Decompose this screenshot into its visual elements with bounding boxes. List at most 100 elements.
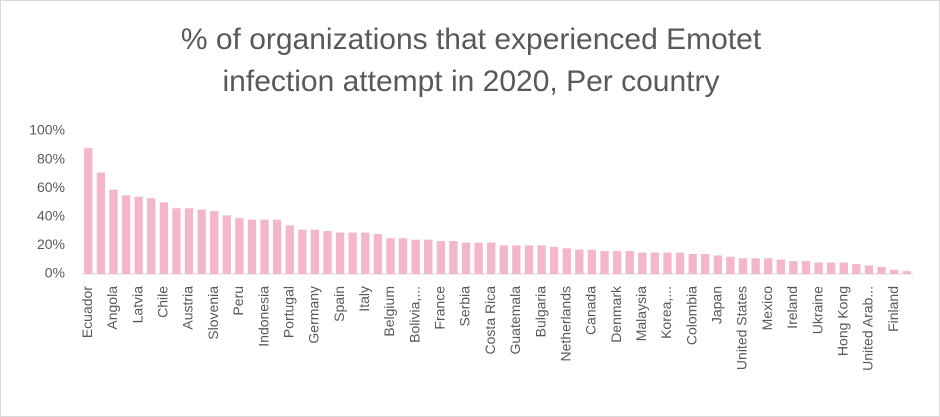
- bar: [361, 232, 370, 274]
- bar: [713, 255, 722, 274]
- x-tick-label: Serbia: [457, 286, 473, 327]
- x-tick-label: Spain: [331, 286, 347, 322]
- x-tick-label: United States: [734, 286, 750, 370]
- x-tick-label: Bolivia,...: [406, 286, 422, 343]
- bar: [474, 242, 483, 274]
- bar: [512, 245, 521, 274]
- bar: [902, 271, 911, 274]
- bar: [600, 251, 609, 274]
- bar: [411, 239, 420, 274]
- bar: [121, 195, 131, 274]
- bar: [197, 209, 206, 274]
- bar: [575, 249, 584, 274]
- x-tick-label: Latvia: [129, 286, 145, 324]
- bar: [109, 189, 118, 274]
- x-tick-label: United Arab...: [860, 286, 876, 371]
- x-tick-label: Italy: [356, 286, 372, 312]
- bar: [147, 198, 156, 274]
- x-tick-label: Belgium: [381, 286, 397, 337]
- bar: [726, 256, 735, 274]
- bar: [247, 219, 257, 274]
- bar: [222, 215, 231, 274]
- bar: [675, 252, 685, 274]
- bar: [298, 229, 307, 274]
- bar: [776, 259, 785, 274]
- bar: [814, 262, 823, 274]
- bar: [562, 248, 571, 274]
- bar: [864, 265, 874, 274]
- bar: [210, 211, 219, 274]
- bar: [285, 225, 294, 274]
- bar: [537, 245, 546, 274]
- bar: [335, 232, 345, 274]
- y-tick-label: 20%: [37, 236, 65, 252]
- bar: [235, 218, 244, 274]
- bar: [84, 148, 93, 274]
- x-tick-label: Ireland: [784, 286, 800, 329]
- x-tick-label: Germany: [306, 286, 322, 344]
- chart-title: % of organizations that experienced Emot…: [180, 23, 762, 98]
- bar: [638, 252, 647, 274]
- bar: [172, 208, 181, 274]
- x-tick-label: Guatemala: [507, 286, 523, 355]
- x-tick-label: Netherlands: [557, 286, 573, 362]
- bar: [789, 261, 798, 274]
- bar: [612, 251, 622, 274]
- bar: [550, 246, 559, 274]
- bar: [260, 219, 269, 274]
- bar: [96, 172, 106, 274]
- x-tick-label: Peru: [230, 286, 246, 316]
- bar: [839, 262, 848, 274]
- bar: [487, 242, 496, 274]
- x-tick-label: Slovenia: [205, 286, 221, 340]
- bar: [738, 258, 748, 274]
- bar: [877, 266, 886, 274]
- bar: [524, 245, 534, 274]
- x-tick-label: Angola: [104, 286, 120, 330]
- bar: [436, 241, 445, 274]
- x-tick-label: Japan: [709, 286, 725, 324]
- bar: [499, 245, 508, 274]
- bar: [310, 229, 320, 274]
- bar: [348, 232, 357, 274]
- y-tick-label: 60%: [37, 179, 65, 195]
- bar: [373, 233, 383, 274]
- x-tick-label: Austria: [180, 286, 196, 330]
- x-tick-label: Colombia: [683, 286, 699, 345]
- y-tick-label: 0%: [45, 265, 65, 281]
- bar: [134, 196, 143, 274]
- bar: [449, 241, 458, 274]
- bar: [764, 258, 773, 274]
- x-tick-label: Costa Rica: [482, 286, 498, 355]
- x-tick-label: Malaysia: [633, 286, 649, 341]
- bar: [323, 231, 332, 274]
- x-tick-label: Ecuador: [79, 286, 95, 338]
- bar: [386, 238, 395, 274]
- bar: [461, 242, 471, 274]
- bar: [424, 239, 433, 274]
- y-tick-label: 80%: [37, 150, 65, 166]
- bar: [827, 262, 836, 274]
- bar: [701, 253, 710, 274]
- x-tick-label: Portugal: [280, 286, 296, 338]
- bar: [587, 249, 597, 274]
- y-tick-label: 100%: [29, 122, 65, 138]
- bar: [398, 238, 408, 274]
- x-tick-label: Hong Kong: [834, 286, 850, 356]
- x-tick-label: Chile: [155, 286, 171, 318]
- x-tick-label: Korea,...: [658, 286, 674, 339]
- bar: [852, 263, 861, 274]
- bar: [751, 258, 760, 274]
- y-tick-label: 40%: [37, 208, 65, 224]
- x-tick-label: Ukraine: [809, 286, 825, 334]
- bar: [184, 208, 194, 274]
- x-tick-label: Denmark: [608, 285, 624, 343]
- x-tick-label: Canada: [583, 286, 599, 335]
- bar: [889, 269, 899, 274]
- bar: [801, 261, 811, 274]
- x-tick-label: Mexico: [759, 286, 775, 331]
- bar: [273, 219, 282, 274]
- x-tick-label: Finland: [885, 286, 901, 332]
- x-tick-label: Bulgaria: [532, 286, 548, 338]
